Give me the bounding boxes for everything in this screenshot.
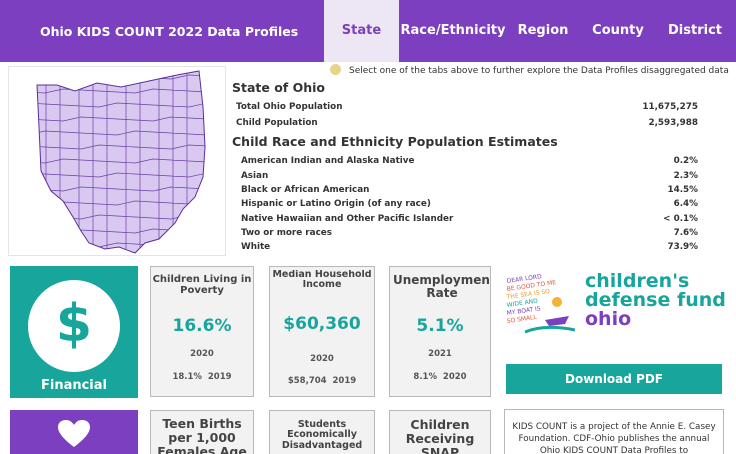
- total-population-value: 11,675,275: [642, 102, 698, 112]
- health-tile[interactable]: [10, 410, 138, 454]
- child-population-value: 2,593,988: [648, 118, 698, 128]
- tab-race-ethnicity[interactable]: Race/Ethnicity: [400, 23, 506, 38]
- tab-region[interactable]: Region: [517, 23, 569, 38]
- state-heading: State of Ohio: [232, 80, 325, 95]
- lightbulb-icon: [330, 64, 341, 75]
- about-text: KIDS COUNT is a project of the Annie E. …: [504, 409, 724, 454]
- cdf-ohio-logo: DEAR LORD BE GOOD TO ME THE SEA IS SO WI…: [505, 272, 730, 340]
- race-row: Black or African American 14.5%: [241, 185, 698, 195]
- race-row: White 73.9%: [241, 242, 698, 252]
- unemployment-title: Unemployment Rate: [393, 273, 491, 301]
- heart-icon: [58, 420, 90, 447]
- download-pdf-button[interactable]: Download PDF: [506, 364, 722, 394]
- total-population-row: Total Ohio Population 11,675,275: [236, 102, 698, 112]
- cdf-drawing: DEAR LORD BE GOOD TO ME THE SEA IS SO WI…: [505, 274, 575, 334]
- svg-text:MY BOAT IS: MY BOAT IS: [506, 305, 541, 317]
- tab-district[interactable]: District: [668, 23, 722, 38]
- child-population-label: Child Population: [236, 118, 318, 128]
- race-row: Native Hawaiian and Other Pacific Island…: [241, 214, 698, 224]
- race-row: American Indian and Alaska Native 0.2%: [241, 156, 698, 166]
- svg-text:WIDE AND: WIDE AND: [506, 298, 538, 309]
- race-row: Asian 2.3%: [241, 171, 698, 181]
- poverty-card[interactable]: Children Living in Poverty 16.6% 2020 18…: [150, 266, 254, 397]
- income-card[interactable]: Median Household Income $60,360 2020 $58…: [269, 266, 375, 397]
- race-row: Hispanic or Latino Origin (of any race) 6…: [241, 199, 698, 209]
- svg-text:SO SMALL: SO SMALL: [506, 314, 538, 325]
- students-disadvantaged-card[interactable]: Students Economically Disadvantaged: [269, 410, 375, 454]
- ohio-county-map-svg[interactable]: [9, 67, 227, 257]
- financial-tile[interactable]: $ Financial: [10, 266, 138, 398]
- tab-county[interactable]: County: [592, 23, 644, 38]
- snap-card[interactable]: Children Receiving SNAP: [389, 410, 491, 454]
- race-row: Two or more races 7.6%: [241, 228, 698, 238]
- ohio-map[interactable]: [8, 66, 226, 256]
- hint-text: Select one of the tabs above to further …: [330, 64, 729, 76]
- teen-births-card[interactable]: Teen Births per 1,000 Females Age: [150, 410, 254, 454]
- race-heading: Child Race and Ethnicity Population Esti…: [232, 134, 558, 149]
- poverty-value: 16.6%: [172, 316, 232, 336]
- total-population-label: Total Ohio Population: [236, 102, 343, 112]
- unemployment-value: 5.1%: [416, 316, 464, 336]
- dollar-icon: $: [28, 280, 120, 372]
- financial-label: Financial: [40, 378, 107, 393]
- unemployment-card[interactable]: Unemployment Rate 5.1% 2021 8.1% 2020: [389, 266, 491, 397]
- top-nav: Ohio KIDS COUNT 2022 Data Profiles State…: [0, 0, 736, 62]
- child-population-row: Child Population 2,593,988: [236, 118, 698, 128]
- tab-state[interactable]: State: [324, 0, 399, 62]
- cdf-logo-text: children's defense fund ohio: [585, 270, 726, 330]
- app-title: Ohio KIDS COUNT 2022 Data Profiles: [40, 24, 299, 39]
- svg-text:DEAR LORD: DEAR LORD: [506, 274, 542, 285]
- income-value: $60,360: [283, 314, 361, 334]
